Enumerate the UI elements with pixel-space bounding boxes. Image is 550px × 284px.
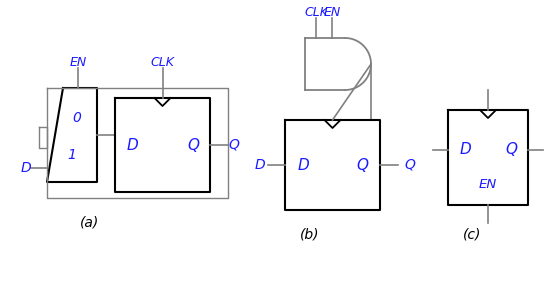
Text: EN: EN	[69, 57, 87, 70]
Text: D: D	[254, 158, 265, 172]
Text: D: D	[297, 158, 309, 172]
Text: CLK: CLK	[304, 7, 328, 20]
Text: Q: Q	[356, 158, 368, 172]
Text: (b): (b)	[300, 228, 320, 242]
Text: (a): (a)	[80, 215, 100, 229]
Text: CLK: CLK	[151, 57, 174, 70]
Text: Q: Q	[229, 138, 239, 152]
Text: Q: Q	[404, 158, 415, 172]
Text: EN: EN	[323, 7, 340, 20]
Text: Q: Q	[187, 137, 199, 153]
Text: D: D	[21, 161, 31, 175]
Text: Q: Q	[505, 142, 517, 157]
Text: D: D	[126, 137, 138, 153]
Text: EN: EN	[479, 179, 497, 191]
Text: (c): (c)	[463, 228, 481, 242]
Text: 0: 0	[73, 111, 81, 125]
Text: D: D	[459, 142, 471, 157]
Text: 1: 1	[68, 148, 76, 162]
